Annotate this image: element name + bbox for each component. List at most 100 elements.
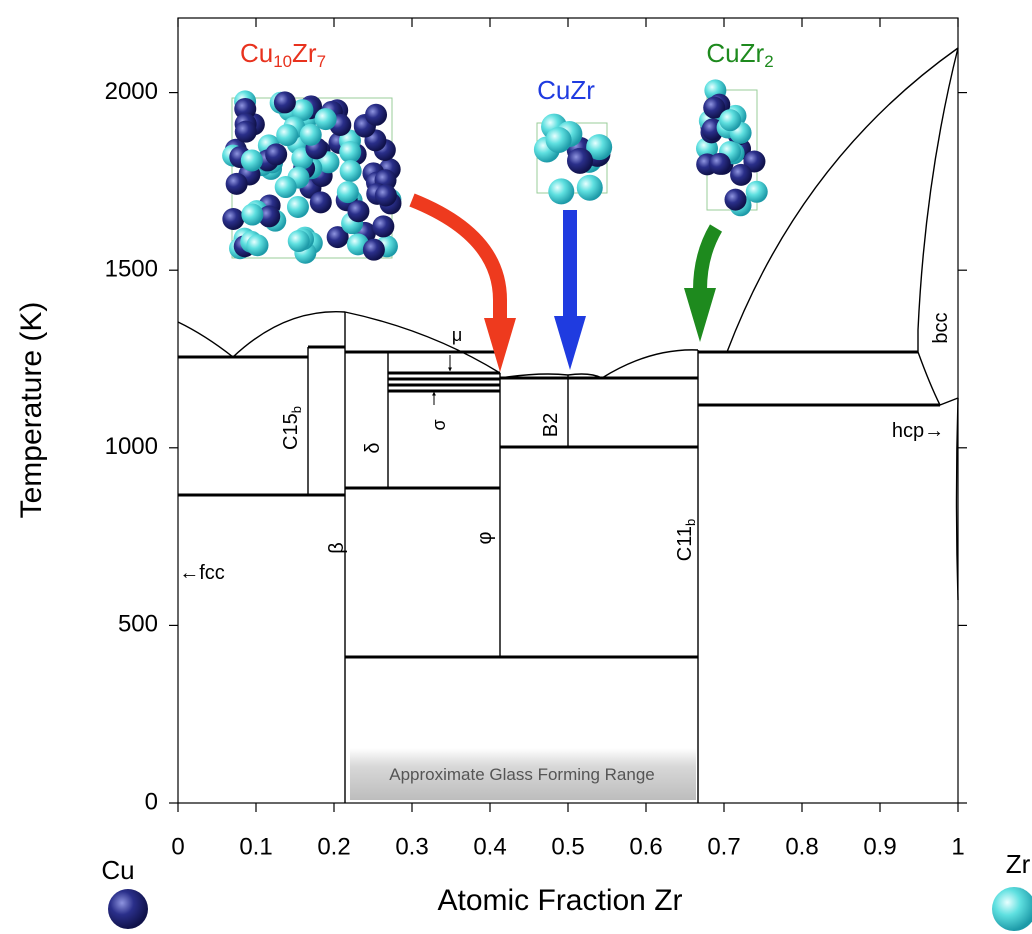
x-tick-label: 0 [171,833,184,860]
x-tick-label: 0.8 [785,833,818,860]
atom [743,150,766,173]
x-tick-label: 0.3 [395,833,428,860]
atom [548,178,575,205]
atom [234,120,257,143]
atom [225,172,248,195]
annotation: Cu10Zr7 [240,38,326,71]
liquidus [177,311,501,374]
hcp-boundary [955,397,959,601]
atom [287,230,310,253]
annotation: β [326,542,348,554]
cu-atom-icon [108,889,148,929]
annotation-text: δ [362,442,384,453]
atom [362,238,385,261]
y-tick-label: 1500 [105,256,158,283]
atom [326,226,349,249]
annotation-text: μ [452,325,462,345]
liquidus [499,349,699,379]
atom [339,141,362,164]
atom [339,159,362,182]
annotation-subscript: 10 [273,52,292,71]
y-tick-label: 0 [145,788,158,815]
annotation-text: φ [474,531,496,544]
phase-boundaries [177,47,959,803]
atom [545,126,572,153]
atom [265,143,288,166]
atom [274,176,297,199]
annotation: C11b [674,519,698,561]
annotation-text: σ [429,419,449,430]
atom [365,103,388,126]
annotation-text: Zr [292,38,317,68]
atom [241,203,264,226]
annotation-subscript: b [289,406,304,413]
annotation-text: C11 [674,526,696,561]
annotation: C15b [280,406,304,450]
atom [745,180,768,203]
y-tick-label: 2000 [105,78,158,105]
atom [566,147,593,174]
annotation-text: CuZr [537,75,595,105]
atom [309,191,332,214]
x-tick-label: 0.2 [317,833,350,860]
x-tick-label: 0.1 [239,833,272,860]
atom [347,200,370,223]
atom [374,184,397,207]
x-tick-label: 0.5 [551,833,584,860]
liquidus [726,47,959,353]
annotation: CuZr2 [706,38,773,71]
atom [240,149,263,172]
x-tick-label: 0.4 [473,833,506,860]
atom [703,96,726,119]
annotation: ←fcc [179,562,225,584]
x-axis-label: Atomic Fraction Zr [437,884,682,917]
atom [273,91,296,114]
atom [222,208,245,231]
annotation-text: C15 [280,413,302,450]
arrow [409,193,507,320]
x-tick-label: 0.7 [707,833,740,860]
annotation-text: B2 [540,413,562,437]
atom [730,163,753,186]
annotation: φ [474,531,496,544]
annotation-text: ←fcc [179,562,225,584]
annotation-text: Cu [240,38,273,68]
annotation: CuZr [537,75,595,105]
annotation-text: β [326,542,348,554]
x-tick-label: 1 [951,833,964,860]
annotation-text: CuZr [706,38,764,68]
atom [299,123,322,146]
atom [372,215,395,238]
zr-atom-icon [992,887,1032,931]
x-tick-label: 0.9 [863,833,896,860]
arrow-head [484,318,516,372]
arrow-head [554,316,586,370]
atom [576,174,603,201]
atom [719,109,742,132]
y-tick-label: 500 [118,611,158,638]
annotation: σ [429,419,449,430]
crystal-structures [222,79,768,264]
atom [336,181,359,204]
atom [286,195,309,218]
atom [291,99,314,122]
annotation: hcp→ [892,420,944,442]
annotation: B2 [540,413,562,437]
annotation-subscript: 7 [317,52,326,71]
x-tick-label: 0.6 [629,833,662,860]
atom [314,108,337,131]
glass-range-band [350,748,696,800]
atom [724,188,747,211]
atom [258,205,281,228]
arrow [693,224,723,291]
annotation-text: bcc [930,312,952,343]
annotation: bcc [930,312,952,343]
y-tick-label: 1000 [105,433,158,460]
annotation-text: Approximate Glass Forming Range [389,765,655,784]
y-axis-label: Temperature (K) [15,302,48,519]
atom [586,134,613,161]
bcc-boundary [917,47,959,406]
atom [246,234,269,257]
